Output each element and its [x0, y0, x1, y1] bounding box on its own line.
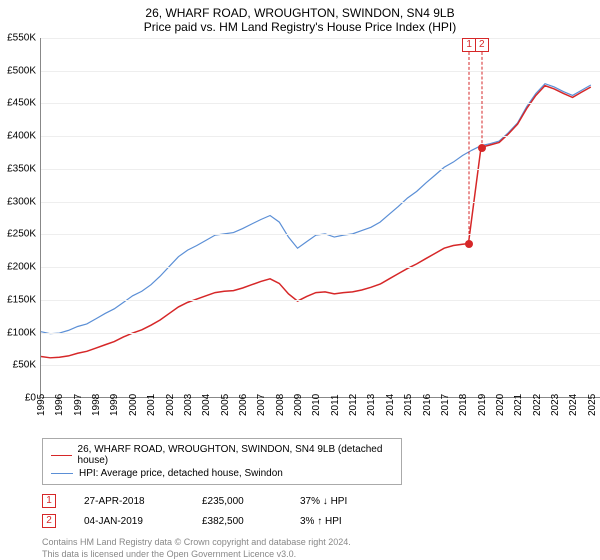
x-tick-label: 2000	[128, 394, 139, 416]
x-tick-label: 2011	[330, 394, 341, 416]
x-tick-label: 2002	[165, 394, 176, 416]
footer-line-2: This data is licensed under the Open Gov…	[42, 549, 600, 560]
x-tick-label: 2008	[275, 394, 286, 416]
x-tick-label: 2006	[238, 394, 249, 416]
x-tick-label: 2019	[477, 394, 488, 416]
legend: 26, WHARF ROAD, WROUGHTON, SWINDON, SN4 …	[42, 438, 402, 485]
event-pct: 3% ↑ HPI	[300, 516, 342, 527]
x-tick-label: 2013	[366, 394, 377, 416]
x-tick-label: 1995	[36, 394, 47, 416]
x-tick-label: 2014	[385, 394, 396, 416]
x-tick-label: 1996	[54, 394, 65, 416]
x-tick-label: 2007	[256, 394, 267, 416]
legend-swatch	[51, 473, 73, 474]
x-tick-label: 2018	[458, 394, 469, 416]
event-date: 04-JAN-2019	[84, 516, 174, 527]
legend-swatch	[51, 455, 72, 456]
y-tick-label: £250K	[7, 229, 36, 240]
marker-box-2: 2	[475, 38, 489, 52]
x-tick-label: 1997	[73, 394, 84, 416]
series-line-hpi	[41, 84, 591, 334]
x-tick-label: 2005	[220, 394, 231, 416]
x-tick-label: 2010	[311, 394, 322, 416]
marker-dot-1	[465, 240, 473, 248]
x-tick-label: 2015	[403, 394, 414, 416]
x-tick-label: 1998	[91, 394, 102, 416]
y-tick-label: £100K	[7, 327, 36, 338]
chart-title: 26, WHARF ROAD, WROUGHTON, SWINDON, SN4 …	[0, 0, 600, 20]
x-tick-label: 2003	[183, 394, 194, 416]
y-tick-label: £0	[25, 393, 36, 404]
x-axis: 1995199619971998199920002001200220032004…	[40, 398, 600, 430]
event-row-1: 1 27-APR-2018 £235,000 37% ↓ HPI	[42, 491, 600, 511]
x-tick-label: 1999	[109, 394, 120, 416]
event-pct: 37% ↓ HPI	[300, 496, 347, 507]
y-axis: £0£50K£100K£150K£200K£250K£300K£350K£400…	[0, 38, 40, 398]
y-tick-label: £400K	[7, 131, 36, 142]
series-line-property	[41, 86, 591, 358]
y-tick-label: £300K	[7, 196, 36, 207]
x-tick-label: 2021	[513, 394, 524, 416]
event-row-2: 2 04-JAN-2019 £382,500 3% ↑ HPI	[42, 511, 600, 531]
x-tick-label: 2022	[532, 394, 543, 416]
event-price: £382,500	[202, 516, 272, 527]
line-series-svg	[41, 38, 600, 397]
events-table: 1 27-APR-2018 £235,000 37% ↓ HPI 2 04-JAN-201…	[42, 491, 600, 531]
y-tick-label: £50K	[13, 360, 36, 371]
y-tick-label: £450K	[7, 98, 36, 109]
event-marker: 1	[42, 494, 56, 508]
legend-row-property: 26, WHARF ROAD, WROUGHTON, SWINDON, SN4 …	[51, 443, 393, 467]
x-tick-label: 2023	[550, 394, 561, 416]
footer-line-1: Contains HM Land Registry data © Crown c…	[42, 537, 600, 549]
chart-plot-area: £0£50K£100K£150K£200K£250K£300K£350K£400…	[40, 38, 600, 398]
event-date: 27-APR-2018	[84, 496, 174, 507]
x-tick-label: 2020	[495, 394, 506, 416]
chart-subtitle: Price paid vs. HM Land Registry's House …	[0, 20, 600, 38]
y-tick-label: £200K	[7, 262, 36, 273]
y-tick-label: £550K	[7, 33, 36, 44]
marker-vline-2	[481, 52, 482, 148]
y-tick-label: £150K	[7, 294, 36, 305]
x-tick-label: 2017	[440, 394, 451, 416]
chart-container: 26, WHARF ROAD, WROUGHTON, SWINDON, SN4 …	[0, 0, 600, 560]
legend-label: 26, WHARF ROAD, WROUGHTON, SWINDON, SN4 …	[78, 444, 393, 466]
footer: Contains HM Land Registry data © Crown c…	[42, 537, 600, 560]
x-tick-label: 2004	[201, 394, 212, 416]
marker-dot-2	[478, 144, 486, 152]
x-tick-label: 2016	[422, 394, 433, 416]
y-tick-label: £350K	[7, 163, 36, 174]
y-tick-label: £500K	[7, 65, 36, 76]
x-tick-label: 2009	[293, 394, 304, 416]
x-tick-label: 2025	[587, 394, 598, 416]
x-tick-label: 2024	[568, 394, 579, 416]
event-price: £235,000	[202, 496, 272, 507]
legend-row-hpi: HPI: Average price, detached house, Swin…	[51, 467, 393, 480]
event-marker: 2	[42, 514, 56, 528]
x-tick-label: 2012	[348, 394, 359, 416]
marker-vline-1	[469, 52, 470, 244]
legend-label: HPI: Average price, detached house, Swin…	[79, 468, 283, 479]
plot: 12	[40, 38, 600, 398]
x-tick-label: 2001	[146, 394, 157, 416]
